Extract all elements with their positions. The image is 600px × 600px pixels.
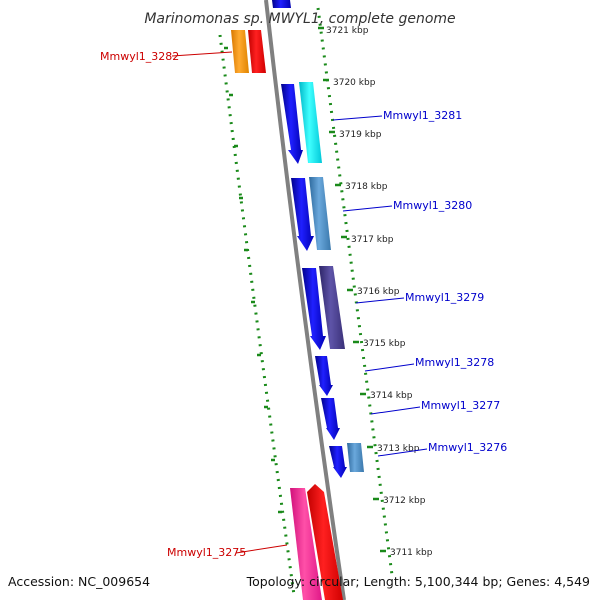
gene-label-3281[interactable]: Mmwyl1_3281 xyxy=(383,109,462,122)
tick-label-3718: 3718 kbp xyxy=(345,182,388,192)
gene-label-3277[interactable]: Mmwyl1_3277 xyxy=(421,399,500,412)
tick-label-3716: 3716 kbp xyxy=(357,287,400,297)
gene-label-3280[interactable]: Mmwyl1_3280 xyxy=(393,199,472,212)
cds-3280-blue xyxy=(291,178,314,251)
cds-3275-red xyxy=(307,484,343,600)
tick-label-3717: 3717 kbp xyxy=(351,235,394,245)
tick-label-3713: 3713 kbp xyxy=(377,444,420,454)
gene-label-3276[interactable]: Mmwyl1_3276 xyxy=(428,441,507,454)
tick-labels: 3721 kbp 3720 kbp 3719 kbp 3718 kbp 3717… xyxy=(326,26,433,558)
cds-top-partial xyxy=(272,0,291,8)
cds-3281-cyan xyxy=(299,82,322,163)
tick-label-3712: 3712 kbp xyxy=(383,496,426,506)
gene-label-lines xyxy=(171,51,428,554)
tick-label-3721: 3721 kbp xyxy=(326,26,369,36)
topology-label: Topology: circular; Length: 5,100,344 bp… xyxy=(246,574,590,589)
cds-3276-blue xyxy=(329,446,347,478)
cds-3279-slate xyxy=(319,266,345,349)
cds-3281-blue xyxy=(281,84,303,164)
gene-label-3279[interactable]: Mmwyl1_3279 xyxy=(405,291,484,304)
tick-label-3720: 3720 kbp xyxy=(333,78,376,88)
tick-label-3715: 3715 kbp xyxy=(363,339,406,349)
left-track-ticks xyxy=(224,46,282,514)
left-dotted-track xyxy=(218,34,296,596)
cds-3275-pink xyxy=(290,488,322,600)
gene-label-3278[interactable]: Mmwyl1_3278 xyxy=(415,356,494,369)
tick-label-3711: 3711 kbp xyxy=(390,548,433,558)
tick-label-3719: 3719 kbp xyxy=(339,130,382,140)
cds-3280-steel xyxy=(309,177,331,250)
cds-3282-orange xyxy=(231,30,249,73)
cds-3282-red xyxy=(248,30,266,73)
map-title: Marinomonas sp. MWYL1, complete genome xyxy=(144,11,455,27)
right-track-ticks xyxy=(318,26,386,553)
gene-label-3275[interactable]: Mmwyl1_3275 xyxy=(167,546,246,559)
cds-features xyxy=(231,0,364,600)
cds-3276-steel xyxy=(347,443,364,472)
cds-3279-blue xyxy=(302,268,326,350)
gene-label-3282[interactable]: Mmwyl1_3282 xyxy=(100,50,179,63)
cds-3278-blue xyxy=(315,356,333,396)
tick-label-3714: 3714 kbp xyxy=(370,391,413,401)
backbone xyxy=(264,0,346,600)
accession-label: Accession: NC_009654 xyxy=(8,574,150,589)
cds-3277-blue xyxy=(321,398,340,440)
